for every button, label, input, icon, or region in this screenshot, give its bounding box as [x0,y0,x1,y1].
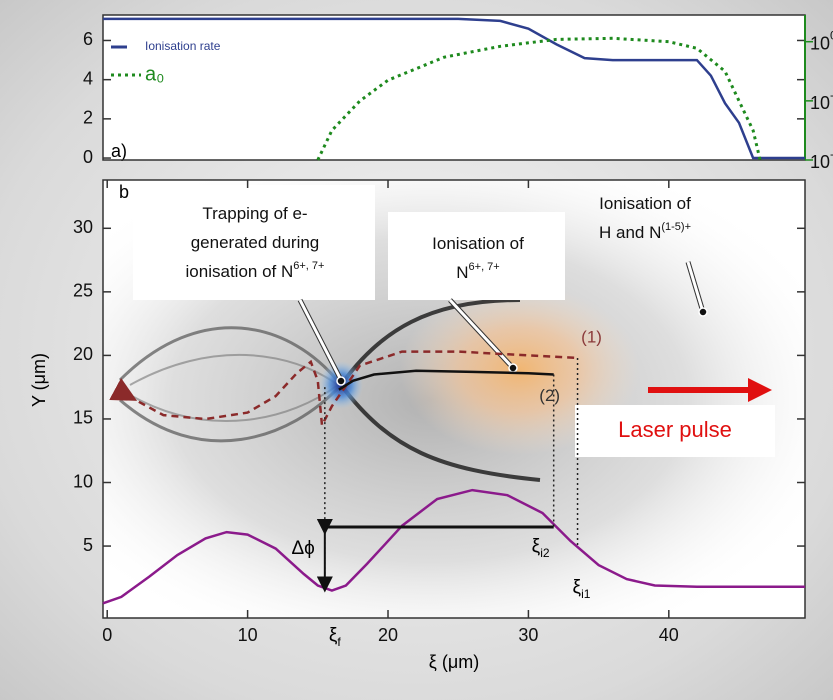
x-axis-label: ξ (μm) [429,652,479,672]
plot-frame [102,179,806,619]
annotation-line: Ionisation of [599,194,691,213]
annotation-box [388,212,565,300]
series-line [338,369,554,391]
marker-label: ξi1 [573,577,591,601]
annotation-text: Trapping of e- [202,204,307,223]
annotation-text: N6+, 7+ [456,261,499,283]
annotation-box [133,185,375,300]
y-axis-label: Y (μm) [29,353,49,407]
y-tick-label: 25 [73,281,93,301]
tick-base: 10 [810,33,830,53]
annotation-line: Ionisation of [432,234,524,253]
marker-sub: i1 [581,587,591,601]
annotation-line: ionisation of N [186,262,294,281]
annotation-line: generated during [191,233,320,252]
tick-exponent: 0 [830,29,833,43]
series-line [316,36,762,161]
laser-box [575,405,775,457]
laser-arrow-head [748,378,772,402]
y-tick-label: 30 [73,217,93,237]
tick-base: 10 [810,93,830,113]
series-line [102,488,805,605]
pointers [298,261,705,381]
series-label: (2) [539,386,560,405]
annotation-text: generated during [191,233,320,252]
x-tick-label: 10 [238,625,258,645]
marker-sub: f [337,635,341,649]
annotation-text: H and N(1-5)+ [599,221,691,243]
panel-label: a) [111,141,127,161]
tick-exponent: -2 [830,88,833,102]
y2-tick-label: 100 [810,29,833,54]
marker-symbol: ξ [329,625,338,646]
marker-sub: i2 [540,546,550,560]
x-tick-label: 40 [659,625,679,645]
marker-symbol: ξ [573,577,582,598]
y2-tick-label: 10-4 [810,147,833,172]
annotation-line: H and N [599,223,661,242]
laser-label: Laser pulse [618,417,732,442]
panel-a-bg [103,15,805,160]
marker-label: ξf [329,625,342,649]
series-label: (1) [581,327,602,346]
y-tick-label: 15 [73,408,93,428]
annotation-sup: 6+, 7+ [469,261,500,273]
x-tick-label: 20 [378,625,398,645]
tick-base: 10 [810,152,830,172]
panel-label: b [119,182,129,202]
y-tick-label: 5 [83,535,93,555]
series-line [103,17,805,160]
tick-exponent: -4 [830,147,833,161]
annotation-sup: (1-5)+ [661,221,691,233]
annotation-text: Ionisation of [599,194,691,213]
marker-label: ξi2 [532,536,550,560]
annotation-line: N [456,263,468,282]
x-tick-label: 30 [518,625,538,645]
series-line [109,350,578,430]
delta-phi-label: Δϕ [291,538,314,559]
annotation-text: ionisation of N6+, 7+ [186,260,325,282]
plasma-image [103,180,805,618]
annotation-sup: 6+, 7+ [293,260,324,272]
y-tick-label: 4 [83,68,93,88]
y2-tick-label: 10-2 [810,88,833,113]
marker-symbol: ξ [532,536,541,557]
x-tick-label: 0 [102,625,112,645]
y-tick-label: 0 [83,147,93,167]
annotation-line: Trapping of e- [202,204,307,223]
legend-label: Ionisation rate [145,39,221,53]
y-tick-label: 6 [83,29,93,49]
annotation-text: Ionisation of [432,234,524,253]
y-tick-label: 20 [73,344,93,364]
y-tick-label: 10 [73,471,93,491]
y-tick-label: 2 [83,108,93,128]
legend-label: a₀ [145,63,164,85]
